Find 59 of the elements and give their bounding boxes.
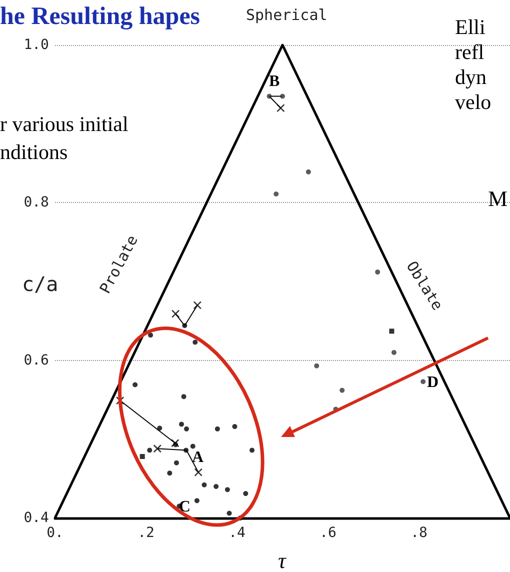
point bbox=[157, 426, 162, 431]
point bbox=[181, 394, 186, 400]
x-tick-label: .2 bbox=[138, 525, 154, 541]
point bbox=[314, 363, 320, 368]
y-tick-label: 0.4 bbox=[24, 510, 49, 526]
point bbox=[184, 426, 189, 432]
text: Spherical bbox=[246, 6, 328, 24]
point bbox=[167, 470, 172, 476]
point bbox=[148, 332, 154, 338]
point bbox=[184, 448, 189, 453]
point bbox=[190, 444, 196, 449]
point bbox=[192, 340, 198, 345]
point bbox=[420, 379, 426, 384]
point bbox=[226, 510, 232, 516]
x-tick-label: 0. bbox=[46, 525, 64, 541]
point bbox=[174, 460, 179, 466]
point bbox=[389, 328, 394, 334]
point bbox=[194, 498, 200, 504]
point bbox=[178, 422, 184, 427]
point bbox=[266, 94, 272, 99]
point bbox=[391, 350, 396, 355]
y-tick-label: 0.6 bbox=[24, 352, 49, 368]
point bbox=[132, 382, 138, 388]
point bbox=[214, 426, 220, 432]
point bbox=[340, 388, 345, 393]
annotation: Elli refl dyn velo bbox=[455, 15, 492, 115]
point bbox=[243, 491, 248, 496]
point bbox=[182, 323, 188, 328]
annotation: M bbox=[488, 186, 508, 212]
annotation: A bbox=[192, 449, 204, 467]
annotation: r various initial nditions bbox=[0, 111, 130, 166]
y-axis-title: c/a bbox=[22, 272, 58, 296]
annotation: C bbox=[178, 498, 190, 516]
point bbox=[193, 301, 202, 310]
point bbox=[171, 310, 180, 318]
point bbox=[153, 444, 162, 453]
x-axis-title: τ bbox=[278, 548, 286, 572]
annotation: B bbox=[269, 73, 280, 91]
point bbox=[274, 191, 279, 196]
point bbox=[202, 482, 207, 488]
point bbox=[232, 424, 238, 430]
x-tick-label: .8 bbox=[410, 525, 428, 541]
point bbox=[140, 454, 145, 460]
point bbox=[276, 104, 285, 112]
point bbox=[194, 468, 202, 476]
point bbox=[375, 270, 380, 275]
point bbox=[306, 169, 311, 174]
annotation: D bbox=[427, 374, 439, 392]
x-tick-label: .4 bbox=[228, 525, 246, 541]
y-tick-label: 0.8 bbox=[24, 194, 49, 211]
point bbox=[250, 448, 255, 453]
point bbox=[280, 94, 285, 99]
point bbox=[147, 448, 152, 453]
point bbox=[214, 484, 219, 489]
point bbox=[224, 487, 230, 492]
y-tick-label: 1.0 bbox=[24, 37, 49, 53]
point bbox=[170, 438, 180, 448]
chart-title: he Resulting hapes bbox=[0, 2, 202, 32]
x-tick-label: .6 bbox=[320, 525, 336, 541]
